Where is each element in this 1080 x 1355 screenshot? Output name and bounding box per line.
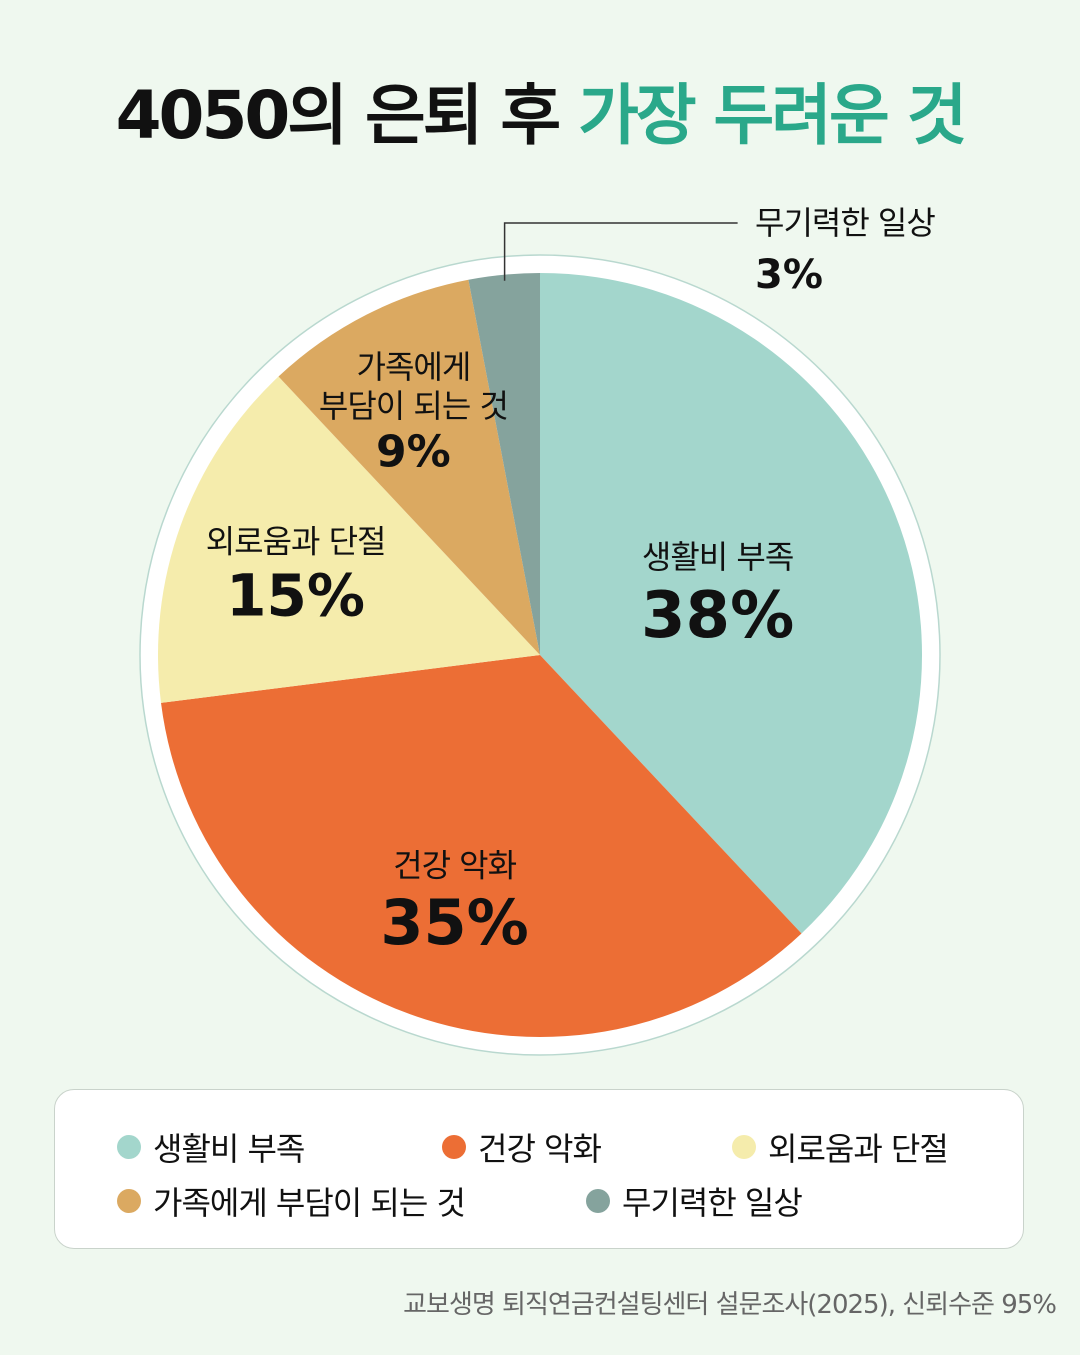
callout-line	[503, 222, 738, 281]
slice-label: 외로움과 단절	[206, 522, 386, 560]
slice-value: 15%	[226, 561, 365, 629]
legend-label: 건강 악화	[478, 1130, 602, 1168]
slice-label: 생활비 부족	[642, 538, 793, 576]
pie-slice	[161, 655, 802, 1038]
legend-label: 가족에게 부담이 되는 것	[153, 1184, 466, 1222]
slice-value: 35%	[380, 886, 528, 959]
legend: 생활비 부족 건강 악화 외로움과 단절 가족에게 부담이 되는 것 무기력한 …	[54, 1089, 1024, 1249]
chart-title: 4050의 은퇴 후 가장 두려운 것	[0, 62, 1080, 158]
slice-value: 38%	[641, 579, 794, 653]
legend-swatch	[117, 1189, 141, 1213]
legend-swatch	[586, 1189, 610, 1213]
slice-label: 건강 악화	[393, 846, 516, 884]
legend-label: 무기력한 일상	[622, 1184, 803, 1222]
legend-item: 무기력한 일상	[586, 1178, 803, 1224]
pie-slice	[540, 273, 923, 934]
slice-value: 3%	[755, 252, 823, 298]
legend-swatch	[732, 1135, 756, 1159]
legend-item: 건강 악화	[442, 1124, 602, 1170]
legend-item: 생활비 부족	[117, 1124, 305, 1170]
title-part2: 가장 두려운 것	[578, 77, 967, 154]
slice-value: 9%	[376, 426, 451, 477]
legend-label: 외로움과 단절	[768, 1130, 949, 1168]
legend-item: 외로움과 단절	[732, 1124, 949, 1170]
pie-slice	[157, 376, 540, 703]
legend-label: 생활비 부족	[153, 1130, 305, 1168]
source-note: 교보생명 퇴직연금컨설팅센터 설문조사(2025), 신뢰수준 95%	[403, 1290, 1057, 1320]
title-part1: 4050의 은퇴 후	[115, 77, 562, 154]
pie-slice	[278, 279, 540, 655]
legend-swatch	[442, 1135, 466, 1159]
legend-item: 가족에게 부담이 되는 것	[117, 1178, 466, 1224]
slice-label: 가족에게	[357, 348, 471, 386]
legend-swatch	[117, 1135, 141, 1159]
slice-label: 부담이 되는 것	[319, 387, 508, 425]
slice-label: 무기력한 일상	[755, 204, 935, 242]
pie-slice	[468, 273, 540, 655]
